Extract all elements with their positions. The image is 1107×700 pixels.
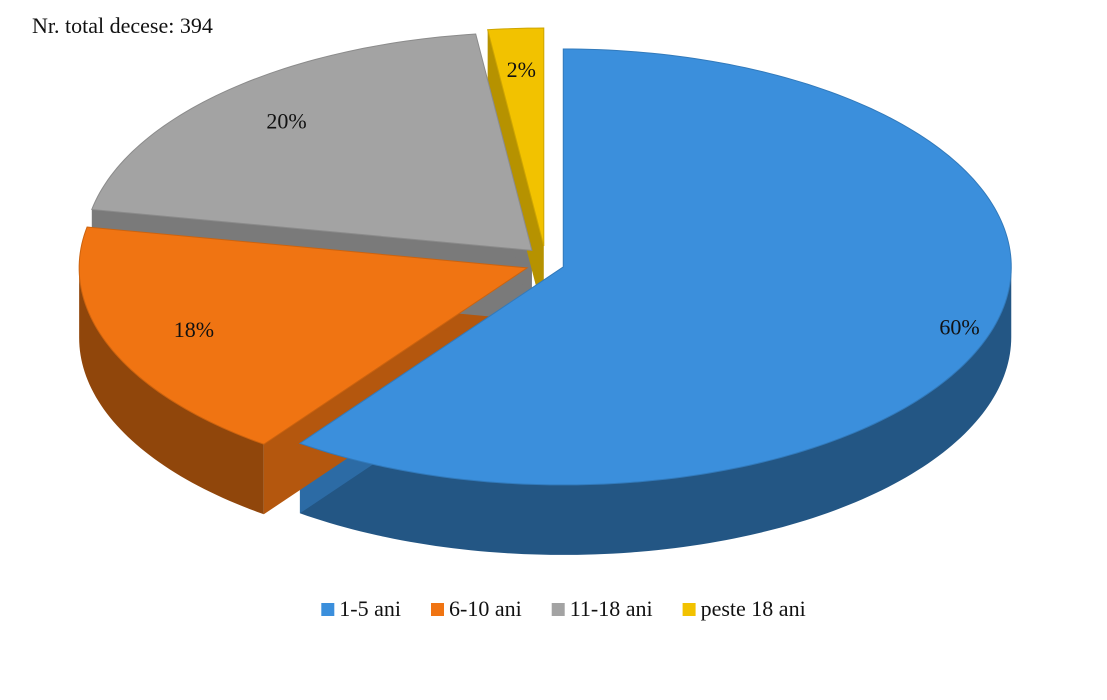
slice [298,48,1012,486]
slice-side [299,266,1012,555]
slice-side [79,267,264,515]
slice-labels: 60% 18% 20% 2% [174,57,980,342]
legend-swatch [321,603,335,616]
data-label: 18% [174,317,214,342]
legend-label: peste 18 ani [701,596,806,621]
data-label: 2% [507,57,536,82]
legend: 1-5 ani 6-10 ani 11-18 ani peste 18 ani [321,596,806,621]
legend-label: 11-18 ani [570,596,653,621]
data-label: 20% [266,108,306,133]
legend-swatch [431,603,445,616]
slice [78,226,529,445]
slice [91,33,533,251]
legend-label: 6-10 ani [449,596,522,621]
slice [487,27,545,247]
legend-swatch [682,603,696,616]
slice-tops [78,27,1012,486]
chart-title: Nr. total decese: 394 [32,13,213,38]
legend-swatch [551,603,565,616]
legend-label: 1-5 ani [339,596,401,621]
data-label: 60% [939,315,979,340]
